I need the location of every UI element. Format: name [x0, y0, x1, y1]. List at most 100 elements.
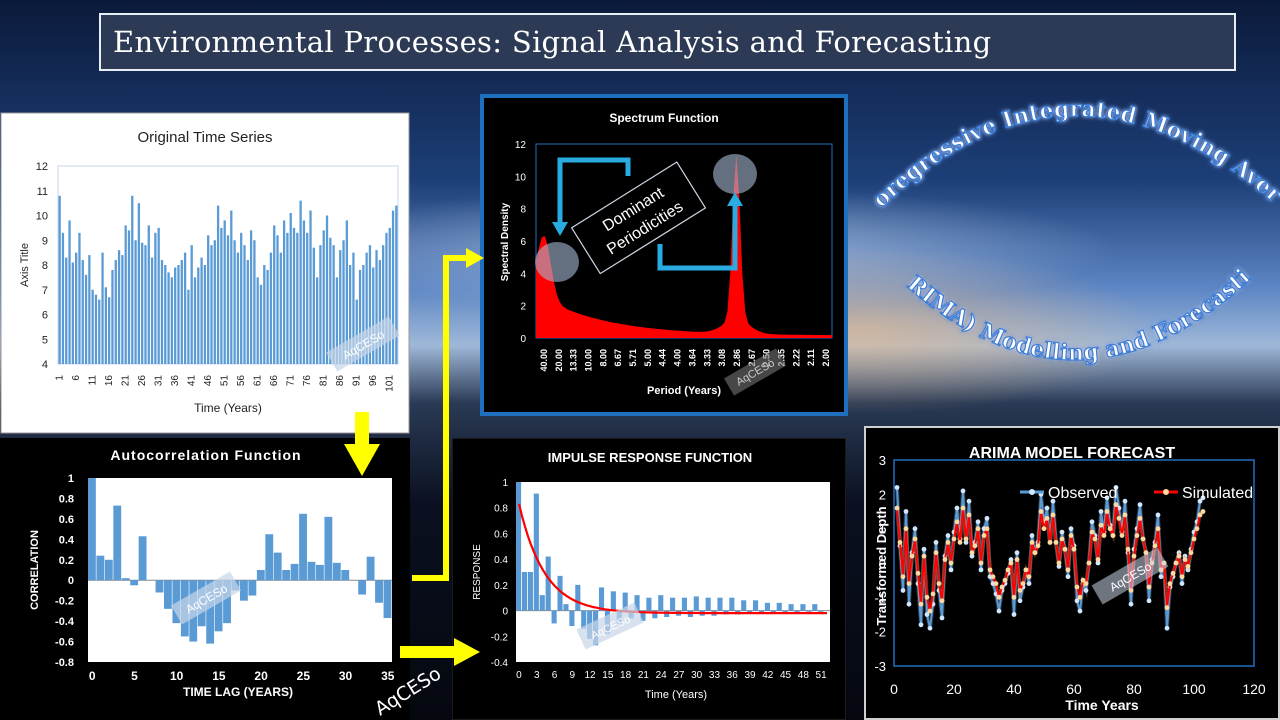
series-point	[966, 512, 972, 518]
bar	[332, 562, 341, 581]
bar	[96, 555, 105, 581]
forecast-panel: ARIMA MODEL FORECAST 3 2 1 0 -1 -2 -3 0 20 40 60 80 1…	[864, 426, 1280, 720]
bar	[197, 267, 200, 364]
series-point	[1128, 588, 1134, 593]
y-tick-label: 0.4	[59, 534, 75, 546]
chart-title: IMPULSE RESPONSE FUNCTION	[548, 450, 752, 465]
series-point	[1008, 560, 1014, 566]
y-tick-label: 0.6	[494, 529, 508, 540]
bar	[101, 252, 104, 364]
bar	[391, 210, 395, 364]
y-tick-label: 0.8	[494, 504, 508, 515]
bar	[190, 245, 193, 364]
series-point	[903, 526, 909, 532]
bar	[598, 587, 605, 611]
x-tick-label: 21	[638, 670, 650, 681]
bracket-arrow-left	[557, 157, 631, 224]
bar	[307, 561, 316, 581]
x-tick-label: 45	[780, 670, 792, 681]
y-axis-label: Axis Title	[19, 243, 31, 287]
series-point	[966, 498, 972, 504]
bar	[806, 610, 812, 612]
x-tick-label: 2.35	[776, 349, 786, 367]
series-point	[909, 553, 915, 559]
series-point	[1182, 553, 1188, 559]
x-tick-label: 0	[516, 670, 522, 681]
series-point	[915, 570, 921, 576]
x-tick-label: 30	[339, 669, 353, 683]
spectrum-chart: Spectrum Function 0 2 4 6 8 10 12 40.00 20.00 13.3…	[480, 94, 848, 416]
y-tick-label: 2	[520, 302, 526, 313]
y-tick-label: 1	[68, 473, 74, 485]
bar	[282, 220, 286, 364]
y-tick-label: 6	[520, 237, 526, 248]
x-tick-label: 10.00	[584, 349, 594, 372]
bar	[240, 580, 248, 601]
bar	[352, 252, 355, 364]
series-point	[906, 601, 912, 607]
watermark-box	[724, 348, 786, 396]
y-tick-label: 10	[515, 172, 527, 183]
bar	[378, 260, 381, 364]
bar	[372, 267, 375, 364]
series-point	[1137, 515, 1143, 521]
series-point	[939, 598, 945, 604]
forecast-chart: ARIMA MODEL FORECAST 3 2 1 0 -1 -2 -3 0 20 40 60 80 1…	[864, 426, 1280, 720]
x-tick-label: 11	[88, 375, 99, 386]
y-tick-label: 0.8	[59, 493, 74, 505]
bar	[249, 230, 253, 364]
series-point	[1074, 598, 1080, 604]
bar	[658, 595, 664, 611]
bar	[243, 245, 246, 364]
bar	[358, 269, 362, 364]
bar	[299, 513, 307, 581]
series-point	[894, 505, 900, 511]
series-point	[1104, 509, 1110, 514]
series-point	[1083, 588, 1089, 593]
bar	[256, 570, 265, 581]
series-point	[897, 540, 903, 545]
chart-title: Autocorrelation Function	[110, 447, 301, 463]
bar	[113, 505, 122, 581]
series-point	[1170, 570, 1176, 576]
bar	[177, 265, 180, 364]
series-point	[1146, 584, 1152, 590]
series-point	[1179, 581, 1185, 586]
series-point	[993, 581, 999, 586]
series-point	[975, 519, 981, 525]
bar	[516, 482, 522, 611]
bar	[539, 595, 545, 611]
legend-marker-simulated	[1163, 489, 1169, 495]
series-point	[948, 560, 954, 566]
series-point	[948, 567, 954, 573]
arrow-right-yellow	[400, 638, 480, 666]
chart-title: ARIMA MODEL FORECAST	[969, 445, 1175, 462]
x-tick-label: 12	[584, 670, 596, 681]
x-tick-label: 0	[890, 681, 898, 697]
series-point	[1095, 560, 1101, 566]
bar	[610, 591, 616, 611]
bar	[78, 232, 81, 364]
acf-chart: Autocorrelation Function 1 0.8 0.6 0.4 0.2 0 -0…	[0, 438, 410, 720]
y-tick-label: -3	[874, 659, 886, 674]
bar	[226, 235, 230, 364]
bar	[236, 252, 240, 364]
series-point	[987, 567, 993, 573]
series-point	[1113, 502, 1119, 508]
series-point	[978, 567, 984, 573]
series-point	[1053, 540, 1059, 545]
bar	[800, 604, 806, 611]
series-point	[1080, 577, 1086, 583]
series-point	[1098, 509, 1104, 514]
y-tick-label: -0.4	[491, 658, 509, 669]
series-point	[918, 622, 924, 628]
series-point	[978, 560, 984, 566]
y-tick-label: 8	[520, 205, 526, 216]
x-tick-label: 100	[1182, 681, 1206, 697]
bar	[375, 580, 383, 603]
series-point	[1122, 512, 1128, 518]
bar	[758, 610, 765, 614]
bar	[358, 580, 367, 595]
series-point	[1044, 515, 1050, 521]
